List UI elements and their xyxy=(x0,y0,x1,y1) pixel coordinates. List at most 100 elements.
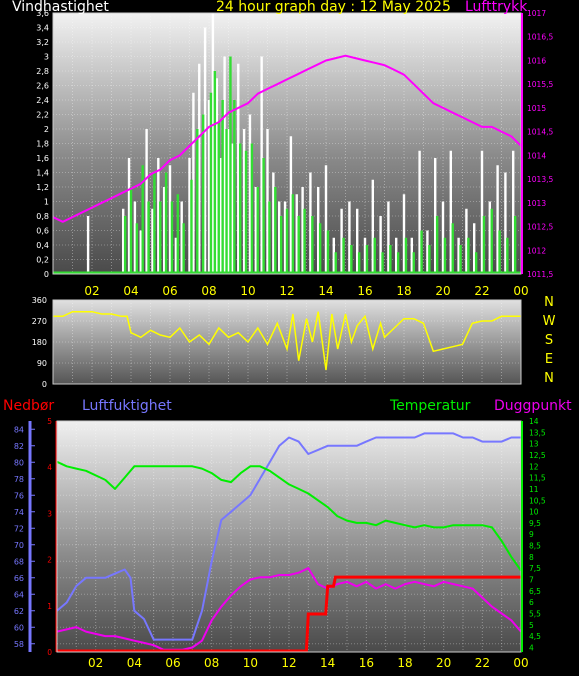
wind-gust-bar xyxy=(229,56,232,274)
wind-gust-bar xyxy=(279,216,283,274)
wind-y-tick-label: 0,6 xyxy=(36,227,49,236)
humidity-y-tick-label: 64 xyxy=(14,590,24,599)
wind-gust-bar xyxy=(311,216,314,274)
wind-speed-bar xyxy=(242,129,246,274)
wind-speed-bar xyxy=(278,201,281,274)
wind-speed-bar xyxy=(457,237,460,274)
humidity-y-tick-label: 70 xyxy=(14,541,24,550)
wind-y-tick-label: 1,2 xyxy=(36,183,49,192)
temperature-y-tick-label: 11 xyxy=(529,485,539,494)
wind-gust-bar xyxy=(196,129,199,274)
wind-gust-bar xyxy=(129,187,133,274)
direction-panel-frame xyxy=(52,299,522,385)
compass-label: S xyxy=(545,333,553,348)
wind-y-tick-label: 0,4 xyxy=(36,241,49,250)
wind-x-tick-label: 02 xyxy=(84,284,99,298)
climate-x-tick-label: 16 xyxy=(359,656,374,670)
wind-speed-bar xyxy=(133,201,137,274)
wind-speed-bar xyxy=(203,27,207,274)
wind-gust-bar xyxy=(285,208,289,274)
wind-x-tick-label: 04 xyxy=(123,284,138,298)
wind-gust-bar xyxy=(435,216,439,274)
wind-speed-bar xyxy=(473,223,476,274)
wind-gust-bar xyxy=(190,179,193,274)
wind-speed-bar xyxy=(145,129,148,274)
wind-speed-bar xyxy=(219,158,222,274)
wind-title: Vindhastighet xyxy=(12,0,109,15)
wind-x-tick-label: 00 xyxy=(513,284,528,298)
wind-x-tick-label: 18 xyxy=(396,284,411,298)
temperature-y-tick-label: 6 xyxy=(529,598,534,607)
climate-x-tick-label: 06 xyxy=(165,656,180,670)
wind-gust-bar xyxy=(159,201,162,274)
wind-gust-bar xyxy=(250,143,254,274)
humidity-y-tick-label: 76 xyxy=(14,491,24,500)
wind-speed-bar xyxy=(348,201,351,274)
humidity-y-tick-label: 82 xyxy=(14,442,24,451)
wind-speed-bar xyxy=(309,172,312,274)
temperature-y-tick-label: 4 xyxy=(529,643,534,652)
wind-speed-bar xyxy=(211,13,215,274)
wind-speed-bar xyxy=(272,172,275,274)
climate-panel-background xyxy=(57,421,521,652)
compass-label: N xyxy=(544,371,554,386)
wind-gust-bar xyxy=(482,216,486,274)
pressure-y-tick-label: 1017 xyxy=(527,9,546,18)
wind-x-tick-label: 16 xyxy=(357,284,372,298)
rain-y-tick-label: 5 xyxy=(47,417,52,426)
wind-gust-bar xyxy=(513,216,517,274)
wind-gust-bar xyxy=(209,92,213,274)
wind-gust-bar xyxy=(164,172,168,274)
wind-speed-bar xyxy=(301,187,304,274)
wind-y-tick-label: 0 xyxy=(44,270,49,279)
wind-gust-bar xyxy=(396,252,400,274)
wind-y-tick-label: 1,4 xyxy=(36,169,49,178)
compass-label: N xyxy=(544,295,554,310)
direction-y-tick-label: 270 xyxy=(32,317,47,326)
wind-speed-bar xyxy=(379,216,382,274)
wind-speed-bar xyxy=(441,201,445,274)
climate-x-tick-label: 20 xyxy=(436,656,451,670)
wind-gust-bar xyxy=(451,223,454,274)
wind-speed-bar xyxy=(324,165,328,274)
graph-date-title: 24 hour graph day : 12 May 2025 xyxy=(216,0,451,15)
wind-y-tick-label: 3,4 xyxy=(36,24,49,33)
wind-y-tick-label: 2,2 xyxy=(36,111,49,120)
wind-speed-bar xyxy=(122,208,125,274)
wind-gust-bar xyxy=(326,230,330,274)
rain-line xyxy=(57,575,521,653)
wind-speed-bar xyxy=(192,92,195,274)
wind-gust-bar xyxy=(256,187,259,274)
direction-panel-background xyxy=(53,300,521,384)
wind-y-tick-label: 3 xyxy=(44,53,49,62)
temperature-line xyxy=(56,460,522,572)
wind-speed-bar xyxy=(512,150,515,274)
humidity-y-tick-label: 66 xyxy=(14,574,24,583)
rain-y-tick-label: 4 xyxy=(47,463,52,472)
humidity-y-tick-label: 78 xyxy=(14,475,24,484)
wind-speed-bar xyxy=(227,129,230,274)
wind-y-tick-label: 2,6 xyxy=(36,82,49,91)
dewpoint-line xyxy=(56,567,522,651)
wind-gust-bar xyxy=(357,252,361,274)
wind-gust-bar xyxy=(176,194,179,274)
wind-speed-bar xyxy=(410,237,413,274)
temperature-y-tick-label: 7 xyxy=(529,576,534,585)
wind-speed-bar xyxy=(207,100,211,274)
temperature-y-tick-label: 12,5 xyxy=(529,451,546,460)
wind-gust-bar xyxy=(459,245,462,274)
wind-speed-bar xyxy=(215,78,218,274)
climate-x-tick-label: 10 xyxy=(243,656,258,670)
wind-x-tick-label: 20 xyxy=(435,284,450,298)
wind-direction-line xyxy=(53,310,521,371)
wind-gust-bar xyxy=(389,245,392,274)
pressure-y-tick-label: 1014,5 xyxy=(527,128,553,137)
wind-gust-bar xyxy=(244,150,248,274)
pressure-y-tick-label: 1016 xyxy=(527,56,546,65)
wind-speed-bar xyxy=(371,179,374,274)
wind-gust-bar xyxy=(147,201,150,274)
wind-y-tick-label: 0,2 xyxy=(36,256,49,265)
wind-y-tick-label: 0,8 xyxy=(36,212,49,221)
pressure-line xyxy=(52,54,522,223)
rain-y-tick-label: 2 xyxy=(47,556,52,565)
